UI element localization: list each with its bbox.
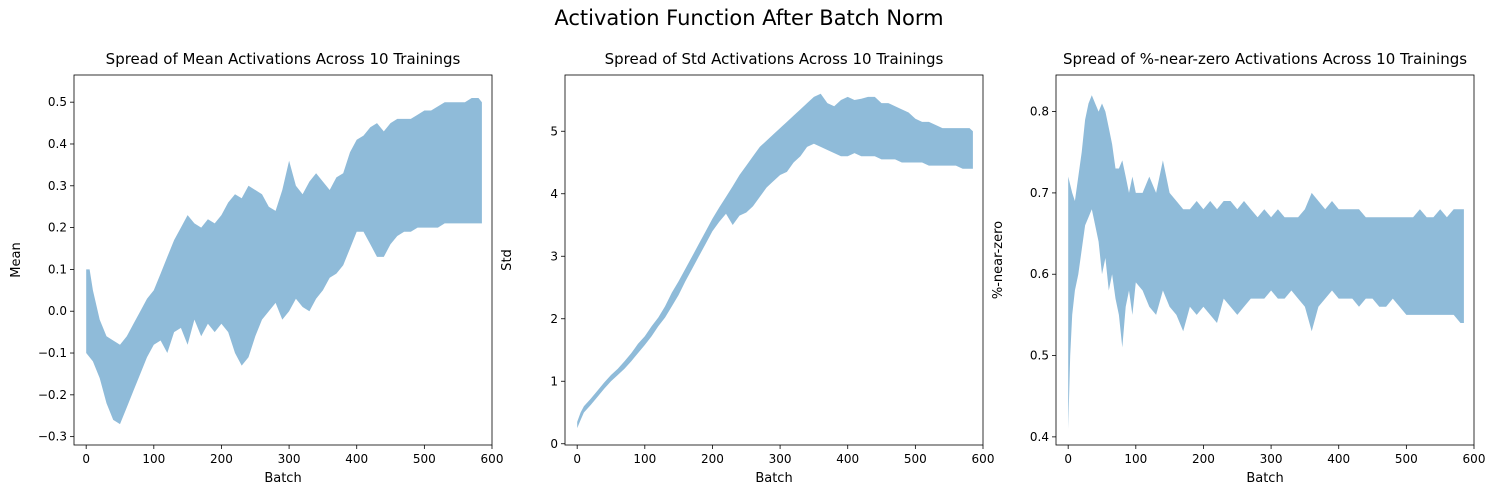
mean-x-tick-label: 400 bbox=[345, 452, 368, 466]
near-zero-x-tick-label: 200 bbox=[1192, 452, 1215, 466]
figure-title: Activation Function After Batch Norm bbox=[554, 6, 944, 30]
near-zero-axes-frame bbox=[1055, 74, 1475, 446]
mean-chart-title: Spread of Mean Activations Across 10 Tra… bbox=[106, 50, 461, 68]
mean-y-tick-label: −0.2 bbox=[38, 388, 67, 402]
mean-y-tick-label: 0.0 bbox=[48, 304, 67, 318]
std-x-tick-label: 0 bbox=[573, 452, 581, 466]
near-zero-x-tick-label: 0 bbox=[1064, 452, 1072, 466]
std-y-tick-label: 5 bbox=[550, 124, 558, 138]
std-y-tick-label: 3 bbox=[550, 249, 558, 263]
mean-y-tick-label: 0.2 bbox=[48, 221, 67, 235]
mean-x-tick-label: 600 bbox=[481, 452, 504, 466]
mean-y-tick-label: −0.3 bbox=[38, 430, 67, 444]
std-axes-frame bbox=[564, 74, 984, 446]
std-x-axis-label: Batch bbox=[755, 471, 792, 486]
near-zero-chart-title: Spread of %-near-zero Activations Across… bbox=[1063, 50, 1467, 68]
near-zero-y-tick-label: 0.5 bbox=[1030, 349, 1049, 363]
near-zero-y-axis-label: %-near-zero bbox=[991, 221, 1006, 299]
near-zero-x-tick-label: 300 bbox=[1260, 452, 1283, 466]
mean-x-tick-label: 300 bbox=[278, 452, 301, 466]
mean-y-axis-label: Mean bbox=[9, 242, 24, 277]
mean-x-tick-label: 500 bbox=[413, 452, 436, 466]
near-zero-y-tick-label: 0.6 bbox=[1030, 267, 1049, 281]
std-chart-title: Spread of Std Activations Across 10 Trai… bbox=[605, 50, 944, 68]
mean-y-tick-label: 0.3 bbox=[48, 179, 67, 193]
near-zero-y-tick-label: 0.7 bbox=[1030, 186, 1049, 200]
std-y-axis-label: Std bbox=[500, 249, 515, 271]
mean-y-tick-label: 0.5 bbox=[48, 95, 67, 109]
std-x-tick-label: 200 bbox=[701, 452, 724, 466]
std-y-tick-label: 0 bbox=[550, 437, 558, 451]
std-spread-band bbox=[577, 93, 973, 429]
near-zero-x-tick-label: 600 bbox=[1463, 452, 1486, 466]
mean-x-tick-label: 0 bbox=[82, 452, 90, 466]
std-y-tick-label: 1 bbox=[550, 374, 558, 388]
near-zero-y-tick-label: 0.4 bbox=[1030, 430, 1049, 444]
near-zero-x-axis-label: Batch bbox=[1246, 471, 1283, 486]
mean-axes-frame bbox=[73, 74, 493, 446]
mean-spread-band bbox=[86, 98, 482, 425]
near-zero-spread-band bbox=[1068, 95, 1464, 429]
mean-y-tick-label: −0.1 bbox=[38, 346, 67, 360]
std-x-tick-label: 500 bbox=[904, 452, 927, 466]
mean-y-tick-label: 0.1 bbox=[48, 262, 67, 276]
std-y-tick-label: 4 bbox=[550, 187, 558, 201]
near-zero-x-tick-label: 100 bbox=[1124, 452, 1147, 466]
std-x-tick-label: 300 bbox=[769, 452, 792, 466]
mean-x-tick-label: 100 bbox=[142, 452, 165, 466]
mean-x-axis-label: Batch bbox=[264, 471, 301, 486]
mean-y-tick-label: 0.4 bbox=[48, 137, 67, 151]
std-x-tick-label: 600 bbox=[972, 452, 995, 466]
std-x-tick-label: 100 bbox=[633, 452, 656, 466]
mean-x-tick-label: 200 bbox=[210, 452, 233, 466]
std-x-tick-label: 400 bbox=[836, 452, 859, 466]
near-zero-x-tick-label: 500 bbox=[1395, 452, 1418, 466]
near-zero-y-tick-label: 0.8 bbox=[1030, 105, 1049, 119]
near-zero-x-tick-label: 400 bbox=[1327, 452, 1350, 466]
std-y-tick-label: 2 bbox=[550, 312, 558, 326]
